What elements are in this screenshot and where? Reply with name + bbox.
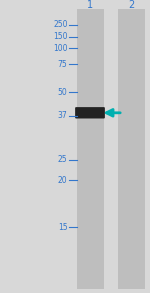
Bar [76,9,103,289]
Text: 50: 50 [58,88,68,97]
Text: 250: 250 [53,21,68,29]
Text: 25: 25 [58,155,68,164]
FancyBboxPatch shape [75,107,105,118]
Text: 75: 75 [58,60,68,69]
Text: 20: 20 [58,176,68,185]
Bar [118,9,145,289]
Text: 100: 100 [53,44,68,53]
Text: 15: 15 [58,223,68,231]
Text: 150: 150 [53,32,68,41]
Text: 37: 37 [58,111,68,120]
Text: 1: 1 [87,0,93,10]
Text: 2: 2 [128,0,134,10]
